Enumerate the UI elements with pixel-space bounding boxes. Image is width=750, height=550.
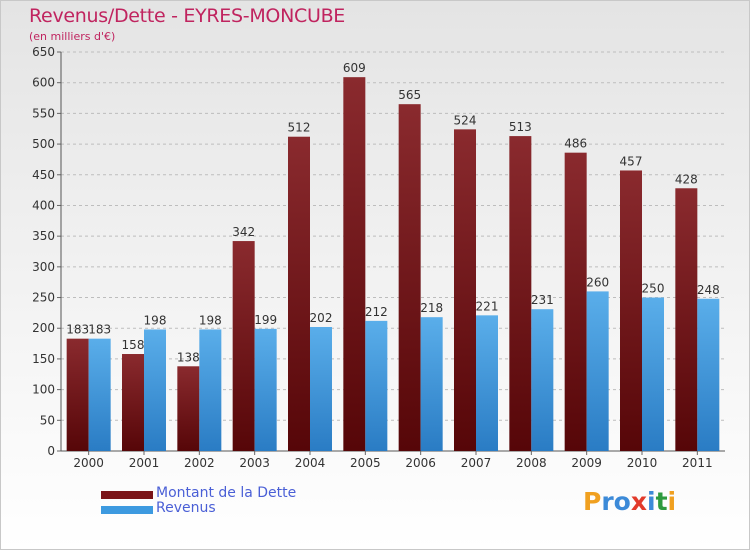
y-tick-label: 50: [40, 413, 55, 427]
chart-subtitle: (en milliers d'€): [29, 30, 116, 43]
x-tick-label: 2008: [516, 456, 547, 470]
bar-dette: [564, 152, 587, 451]
data-label-dette: 524: [454, 113, 477, 127]
y-tick-label: 200: [32, 321, 55, 335]
y-tick-label: 150: [32, 352, 55, 366]
data-label-revenus: 221: [476, 299, 499, 313]
logo-letter: x: [630, 487, 647, 516]
data-label-revenus: 250: [642, 282, 665, 296]
y-tick-label: 400: [32, 198, 55, 212]
data-label-dette: 342: [232, 225, 255, 239]
bar-revenus: [365, 320, 388, 451]
y-tick-label: 450: [32, 168, 55, 182]
bar-revenus: [586, 291, 609, 451]
logo-letter: o: [613, 487, 631, 516]
bar-dette: [288, 136, 310, 452]
bar-revenus: [420, 317, 443, 451]
legend-label-revenus: Revenus: [156, 500, 216, 516]
data-label-revenus: 199: [254, 313, 277, 327]
logo-letter: P: [583, 487, 602, 516]
data-label-dette: 512: [288, 121, 311, 135]
data-label-dette: 183: [66, 323, 89, 337]
proxiti-logo: Proxiti: [583, 487, 676, 516]
bar-revenus: [254, 328, 277, 451]
data-label-dette: 138: [177, 350, 200, 364]
data-label-revenus: 218: [420, 301, 443, 315]
data-label-dette: 158: [122, 338, 145, 352]
y-tick-label: 100: [32, 383, 55, 397]
chart-title: Revenus/Dette - EYRES-MONCUBE: [29, 5, 346, 27]
x-tick-label: 2004: [295, 456, 326, 470]
x-tick-label: 2007: [461, 456, 492, 470]
x-tick-label: 2010: [627, 456, 658, 470]
bar-dette: [66, 338, 89, 451]
y-tick-label: 0: [47, 444, 55, 458]
logo-letter: r: [601, 487, 614, 516]
data-label-dette: 486: [564, 137, 587, 151]
bar-dette: [122, 354, 144, 451]
y-tick-label: 600: [32, 76, 55, 90]
x-tick-label: 2011: [682, 456, 713, 470]
data-label-revenus: 183: [88, 323, 111, 337]
x-tick-label: 2003: [239, 456, 270, 470]
y-tick-label: 500: [32, 137, 55, 151]
data-label-revenus: 231: [531, 293, 554, 307]
x-tick-label: 2006: [405, 456, 436, 470]
bar-revenus: [531, 309, 554, 451]
data-label-dette: 513: [509, 120, 532, 134]
bar-dette: [232, 241, 255, 451]
data-label-revenus: 202: [310, 311, 333, 325]
data-label-revenus: 198: [199, 313, 222, 327]
data-label-revenus: 248: [697, 283, 720, 297]
bar-revenus: [144, 329, 166, 451]
logo-letter: i: [647, 487, 656, 516]
bar-revenus: [642, 297, 664, 451]
data-label-dette: 609: [343, 61, 366, 75]
legend-swatch-dette: [101, 491, 153, 499]
bar-revenus: [88, 338, 111, 451]
data-label-dette: 428: [675, 172, 698, 186]
data-label-revenus: 260: [586, 275, 609, 289]
y-tick-label: 650: [32, 45, 55, 59]
data-label-dette: 565: [398, 88, 421, 102]
bar-dette: [509, 136, 532, 451]
x-tick-label: 2000: [73, 456, 104, 470]
legend-swatch-revenus: [101, 506, 153, 514]
data-label-revenus: 212: [365, 305, 388, 319]
y-tick-label: 550: [32, 106, 55, 120]
bar-dette: [675, 188, 698, 451]
bar-dette: [620, 170, 642, 452]
x-tick-label: 2009: [571, 456, 602, 470]
bar-dette: [454, 129, 476, 452]
bar-revenus: [476, 315, 498, 451]
bar-dette: [177, 366, 200, 451]
bar-revenus: [310, 327, 332, 451]
bar-revenus: [199, 329, 222, 451]
logo-letter: t: [655, 487, 668, 516]
data-label-revenus: 198: [144, 313, 167, 327]
data-label-dette: 457: [620, 154, 643, 168]
y-tick-label: 300: [32, 260, 55, 274]
x-tick-label: 2005: [350, 456, 381, 470]
y-tick-label: 350: [32, 229, 55, 243]
bar-revenus: [697, 298, 720, 451]
bar-dette: [398, 104, 421, 451]
y-tick-label: 250: [32, 291, 55, 305]
x-tick-label: 2002: [184, 456, 215, 470]
x-tick-label: 2001: [129, 456, 160, 470]
legend-label-dette: Montant de la Dette: [156, 485, 297, 501]
logo-letter: i: [667, 487, 677, 516]
bar-dette: [343, 77, 366, 451]
